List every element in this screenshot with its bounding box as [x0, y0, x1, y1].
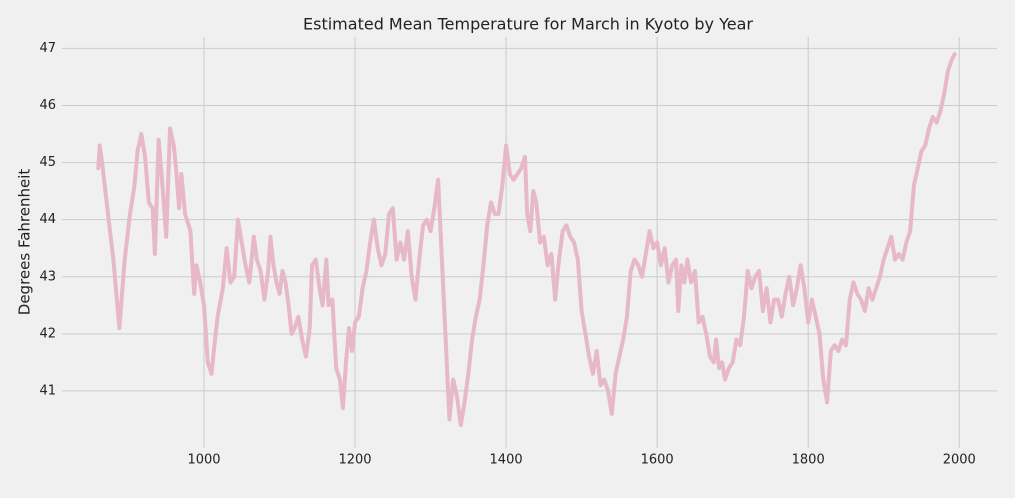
x-tick-label: 1200 [338, 453, 371, 468]
x-tick-label: 1400 [490, 453, 523, 468]
y-tick-label: 42 [39, 326, 56, 341]
y-axis-label: Degrees Fahrenheit [16, 169, 34, 316]
x-tick-label: 1800 [792, 453, 825, 468]
x-tick-label: 1000 [187, 453, 220, 468]
y-tick-label: 46 [39, 98, 56, 113]
y-tick-label: 43 [39, 269, 56, 284]
y-tick-label: 45 [39, 155, 56, 170]
chart-title: Estimated Mean Temperature for March in … [303, 15, 753, 34]
y-tick-label: 47 [39, 41, 56, 56]
line [96, 52, 957, 428]
x-tick-label: 1600 [641, 453, 674, 468]
y-tick-label: 41 [39, 383, 56, 398]
y-tick-label: 44 [39, 212, 56, 227]
x-tick-label: 2000 [943, 453, 976, 468]
